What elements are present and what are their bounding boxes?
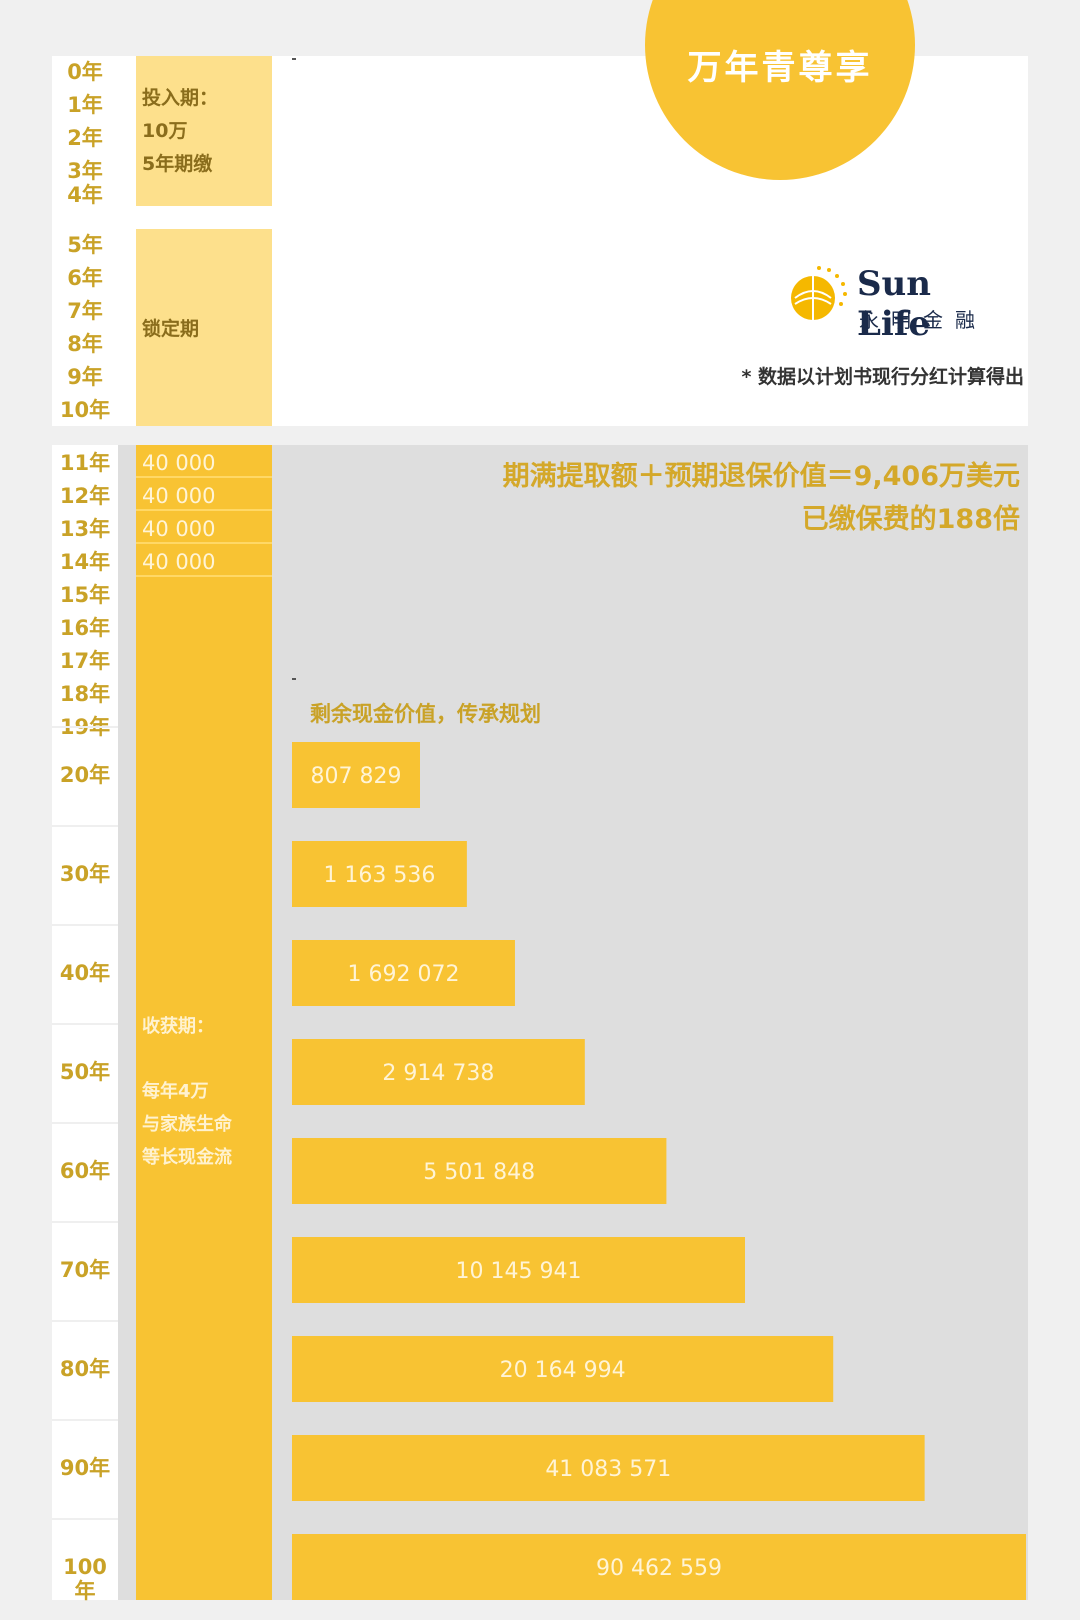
withdrawal-year-11: 40 000 bbox=[136, 448, 272, 478]
harvest-line1: 每年4万 bbox=[142, 1081, 209, 1102]
logo-cn-name: 永明金融 bbox=[859, 308, 987, 332]
bar bbox=[292, 1039, 585, 1105]
year-label: 6年 bbox=[67, 266, 103, 290]
year-label: 17年 bbox=[59, 649, 111, 673]
bar-value-label: 10 145 941 bbox=[456, 1259, 582, 1284]
category-label: 50年 bbox=[59, 1060, 111, 1084]
badge-title: 万年青尊享 bbox=[687, 48, 873, 88]
year-label: 18年 bbox=[59, 682, 111, 706]
bar-value-label: 20 164 994 bbox=[500, 1358, 626, 1383]
invest-term: 5年期缴 bbox=[142, 153, 213, 175]
withdrawal-year-14: 40 000 bbox=[136, 547, 272, 577]
chart-title: 剩余现金价值，传承规划 bbox=[310, 702, 541, 726]
year-label: 11年 bbox=[59, 451, 111, 475]
year-label: 9年 bbox=[67, 365, 103, 389]
invest-amount: 10万 bbox=[142, 120, 188, 142]
year-label: 1年 bbox=[67, 93, 103, 117]
year-separator bbox=[52, 825, 118, 827]
bar-value-label: 41 083 571 bbox=[545, 1457, 671, 1482]
category-label: 30年 bbox=[59, 862, 111, 886]
category-label: 40年 bbox=[59, 961, 111, 985]
category-label: 80年 bbox=[59, 1357, 111, 1381]
category-label: 20年 bbox=[59, 763, 111, 787]
logo-name: Sun Life bbox=[857, 264, 931, 344]
bar-value-label: 5 501 848 bbox=[423, 1160, 535, 1185]
year-separator bbox=[52, 726, 118, 728]
bar bbox=[292, 940, 515, 1006]
lock-title: 锁定期 bbox=[142, 318, 200, 340]
year-label: 14年 bbox=[59, 550, 111, 574]
bar bbox=[292, 742, 420, 808]
year-separator bbox=[52, 1419, 118, 1421]
year-label: 7年 bbox=[67, 299, 103, 323]
category-label: 70年 bbox=[59, 1258, 111, 1282]
year-separator bbox=[52, 1320, 118, 1322]
year-label: 15年 bbox=[59, 583, 111, 607]
year-label: 8年 bbox=[67, 332, 103, 356]
year-separator bbox=[52, 1518, 118, 1520]
bar-value-label: 90 462 559 bbox=[596, 1556, 722, 1581]
bar-value-label: 2 914 738 bbox=[382, 1061, 494, 1086]
phase-invest: 投入期： 10万 5年期缴 bbox=[136, 56, 272, 206]
year-column bbox=[52, 445, 118, 1600]
year-label: 2年 bbox=[67, 126, 103, 150]
phase-lock: 锁定期 bbox=[136, 229, 272, 426]
invest-title: 投入期： bbox=[142, 87, 219, 109]
year-label: 0年 bbox=[67, 60, 103, 84]
category-label: 90年 bbox=[59, 1456, 111, 1480]
year-label: 5年 bbox=[67, 233, 103, 257]
bar bbox=[292, 1237, 746, 1303]
bar-value-label: 1 692 072 bbox=[347, 962, 459, 987]
withdrawal-year-12: 40 000 bbox=[136, 481, 272, 511]
year-separator bbox=[52, 924, 118, 926]
tick-mark bbox=[292, 678, 296, 680]
withdrawal-year-13: 40 000 bbox=[136, 514, 272, 544]
harvest-line3: 等长现金流 bbox=[142, 1147, 232, 1168]
harvest-line2: 与家族生命 bbox=[142, 1114, 232, 1135]
tick-mark bbox=[292, 58, 296, 60]
year-label: 10年 bbox=[59, 398, 111, 422]
phase-harvest: 收获期： 每年4万 与家族生命 等长现金流 bbox=[136, 445, 272, 1600]
sunlife-logo: Sun Life 永明金融 bbox=[785, 264, 1015, 344]
year-label: 3年 bbox=[67, 159, 103, 183]
bar bbox=[292, 1435, 925, 1501]
headline-total: 期满提取额＋预期退保价值＝9,406万美元 bbox=[502, 461, 1020, 492]
harvest-title: 收获期： bbox=[142, 1016, 214, 1037]
bar bbox=[292, 1534, 1026, 1600]
headline-multiple: 已缴保费的188倍 bbox=[801, 504, 1020, 535]
bar bbox=[292, 841, 467, 907]
sun-icon bbox=[791, 266, 847, 320]
year-label: 12年 bbox=[59, 484, 111, 508]
year-label: 4年 bbox=[67, 183, 103, 207]
bar-value-label: 1 163 536 bbox=[323, 863, 435, 888]
footnote: * 数据以计划书现行分红计算得出 bbox=[741, 366, 1024, 388]
year-separator bbox=[52, 1221, 118, 1223]
year-separator bbox=[52, 1023, 118, 1025]
category-label: 60年 bbox=[59, 1159, 111, 1183]
year-label: 13年 bbox=[59, 517, 111, 541]
year-separator bbox=[52, 1122, 118, 1124]
year-label: 16年 bbox=[59, 616, 111, 640]
bar bbox=[292, 1138, 667, 1204]
bar bbox=[292, 1336, 834, 1402]
bar-value-label: 807 829 bbox=[311, 764, 402, 789]
category-label: 100年 bbox=[63, 1555, 107, 1603]
